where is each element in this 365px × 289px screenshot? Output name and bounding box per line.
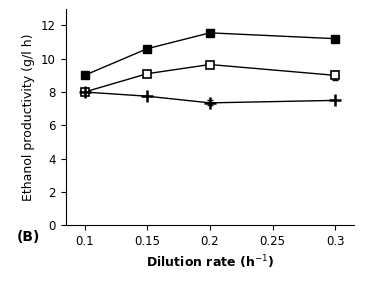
Text: (B): (B) (17, 230, 40, 244)
X-axis label: Dilution rate (h$^{-1}$): Dilution rate (h$^{-1}$) (146, 254, 274, 271)
Y-axis label: Ethanol productivity (g/l h): Ethanol productivity (g/l h) (22, 33, 35, 201)
